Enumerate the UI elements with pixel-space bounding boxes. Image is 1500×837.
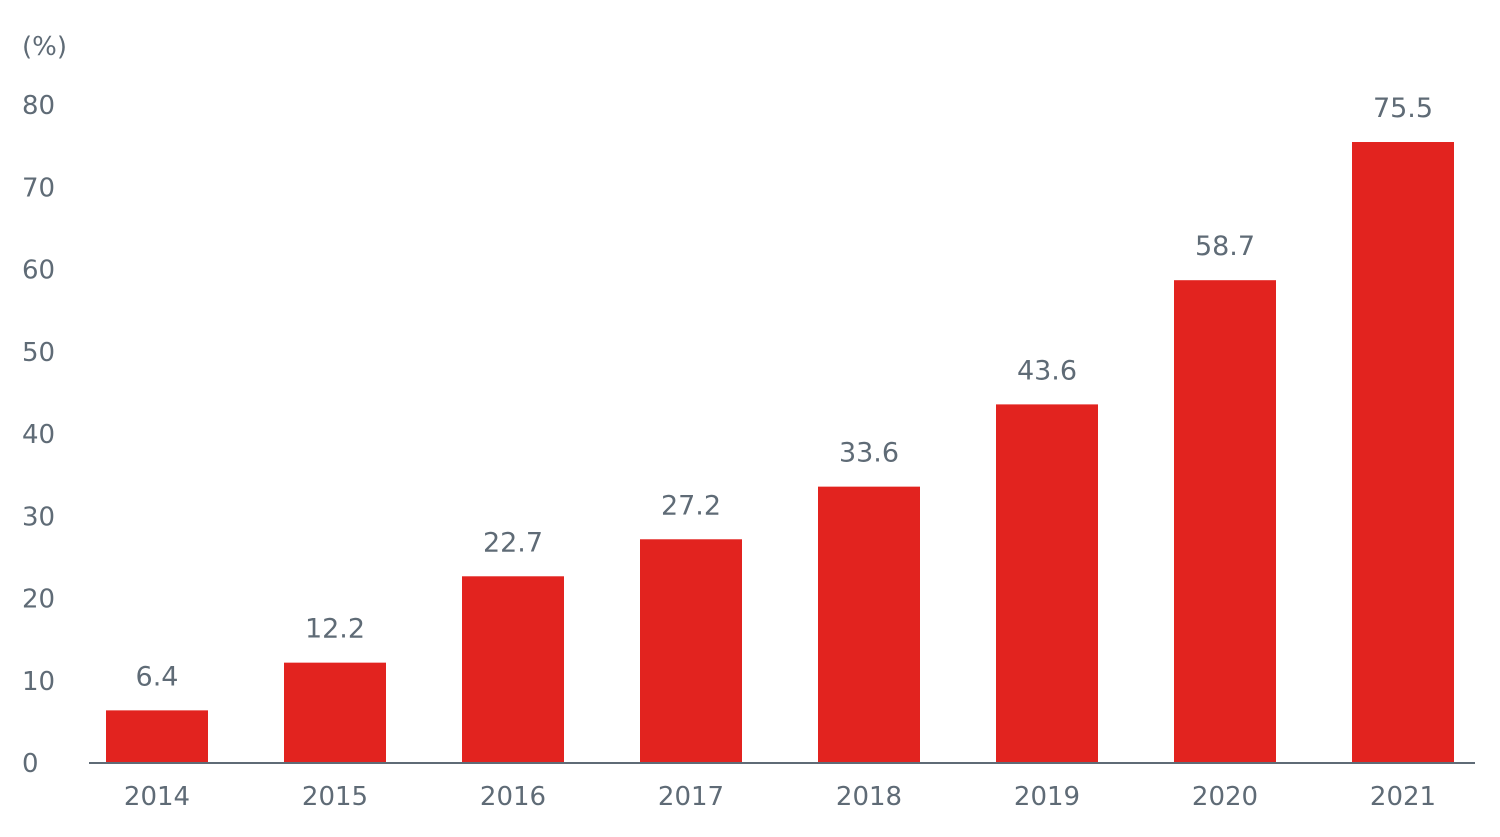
y-tick-label: 10 <box>22 667 55 697</box>
y-tick-label: 80 <box>22 91 55 121</box>
bar-2021 <box>1352 142 1454 763</box>
bar-series <box>106 142 1454 763</box>
bar-value-label-2014: 6.4 <box>136 661 179 692</box>
bar-value-label-2018: 33.6 <box>839 438 899 469</box>
bar-2018 <box>818 486 920 763</box>
y-tick-label: 0 <box>22 749 39 779</box>
bar-value-labels: 6.4 12.2 22.7 27.2 33.6 43.6 58.7 75.5 <box>136 93 1434 692</box>
bar-value-label-2017: 27.2 <box>661 490 721 521</box>
y-tick-label: 70 <box>22 173 55 203</box>
x-tick-label-2018: 2018 <box>836 782 902 812</box>
x-axis-tick-labels: 2014 2015 2016 2017 2018 2019 2020 2021 <box>124 782 1436 812</box>
y-axis-tick-labels: 0 10 20 30 40 50 60 70 80 <box>22 91 55 779</box>
y-tick-label: 40 <box>22 420 55 450</box>
x-tick-label-2015: 2015 <box>302 782 368 812</box>
x-tick-label-2016: 2016 <box>480 782 546 812</box>
y-tick-label: 30 <box>22 502 55 532</box>
bar-2020 <box>1174 280 1276 763</box>
y-tick-label: 20 <box>22 585 55 615</box>
bar-value-label-2020: 58.7 <box>1195 231 1255 262</box>
x-tick-label-2021: 2021 <box>1370 782 1436 812</box>
bar-value-label-2021: 75.5 <box>1373 93 1433 124</box>
y-axis-unit-label: (%) <box>22 32 67 62</box>
x-tick-label-2019: 2019 <box>1014 782 1080 812</box>
bar-2017 <box>640 539 742 763</box>
y-tick-label: 60 <box>22 256 55 286</box>
bar-2019 <box>996 404 1098 763</box>
x-tick-label-2014: 2014 <box>124 782 190 812</box>
bar-2014 <box>106 710 208 763</box>
bar-value-label-2019: 43.6 <box>1017 355 1077 386</box>
bar-2015 <box>284 662 386 763</box>
y-tick-label: 50 <box>22 338 55 368</box>
bar-value-label-2016: 22.7 <box>483 527 543 558</box>
x-tick-label-2017: 2017 <box>658 782 724 812</box>
bar-value-label-2015: 12.2 <box>305 614 365 645</box>
bar-2016 <box>462 576 564 763</box>
x-tick-label-2020: 2020 <box>1192 782 1258 812</box>
